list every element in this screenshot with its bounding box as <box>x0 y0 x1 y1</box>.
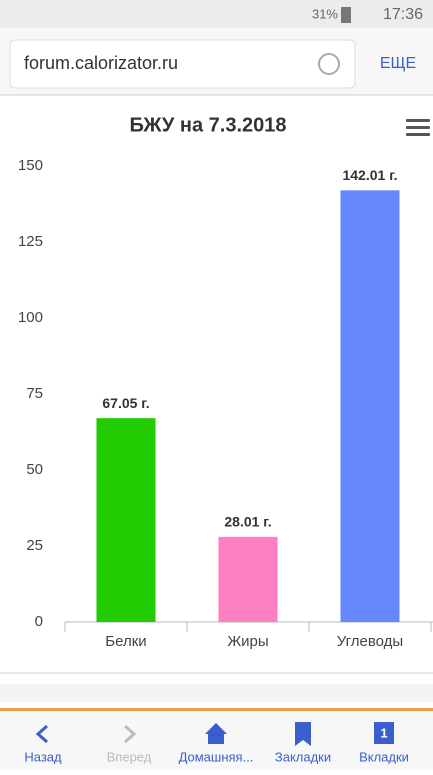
x-tick-label: Белки <box>105 633 146 650</box>
tabs-icon[interactable] <box>374 722 394 744</box>
status-bar <box>0 0 433 28</box>
bar <box>96 418 156 622</box>
value-label: 142.01 г. <box>342 167 397 183</box>
toolbar-label[interactable]: Домашняя... <box>179 749 254 764</box>
progress <box>0 708 433 711</box>
y-tick-label: 150 <box>18 157 43 174</box>
value-label: 67.05 г. <box>102 395 149 411</box>
x-tick-label: Углеводы <box>337 633 403 650</box>
clock: 17:36 <box>383 6 423 23</box>
home-icon[interactable] <box>205 723 227 744</box>
url: forum.calorizator.ru <box>24 53 178 73</box>
y-tick-label: 75 <box>26 385 43 402</box>
back-icon[interactable] <box>35 724 48 744</box>
y-tick-label: 0 <box>35 613 43 630</box>
menu-button[interactable]: ЕЩЕ <box>380 55 416 72</box>
tab-count: 1 <box>380 725 387 740</box>
reload-icon[interactable] <box>318 53 340 75</box>
battery-icon <box>341 7 351 23</box>
url-box[interactable] <box>9 39 356 89</box>
bar <box>218 536 278 622</box>
plot: 0 25 50 75 100 125 150 Белки 67.05 г. Жиры 28.01 г… <box>18 157 433 650</box>
chart-title: БЖУ на 7.3.2018 <box>129 114 286 136</box>
bar <box>340 190 400 622</box>
toolbar-label: Вперед <box>107 749 152 764</box>
divider <box>0 672 433 674</box>
x-tick-label: Жиры <box>227 633 268 650</box>
toolbar-label[interactable]: Назад <box>24 749 62 764</box>
battery: 31% <box>312 6 338 21</box>
toolbar-label[interactable]: Вкладки <box>359 749 409 764</box>
forward-icon <box>124 724 137 744</box>
value-label: 28.01 г. <box>224 514 271 530</box>
bookmark-icon[interactable] <box>295 722 311 746</box>
toolbar-label[interactable]: Закладки <box>275 749 331 764</box>
page-strip <box>0 684 433 702</box>
y-tick-label: 25 <box>26 537 43 554</box>
chart-menu[interactable] <box>406 119 430 136</box>
toolbar-labels: Назад Вперед Домашняя... Закладки Вкладки <box>24 749 409 764</box>
y-tick-label: 50 <box>26 461 43 478</box>
y-tick-label: 100 <box>18 309 43 326</box>
y-tick-label: 125 <box>18 233 43 250</box>
